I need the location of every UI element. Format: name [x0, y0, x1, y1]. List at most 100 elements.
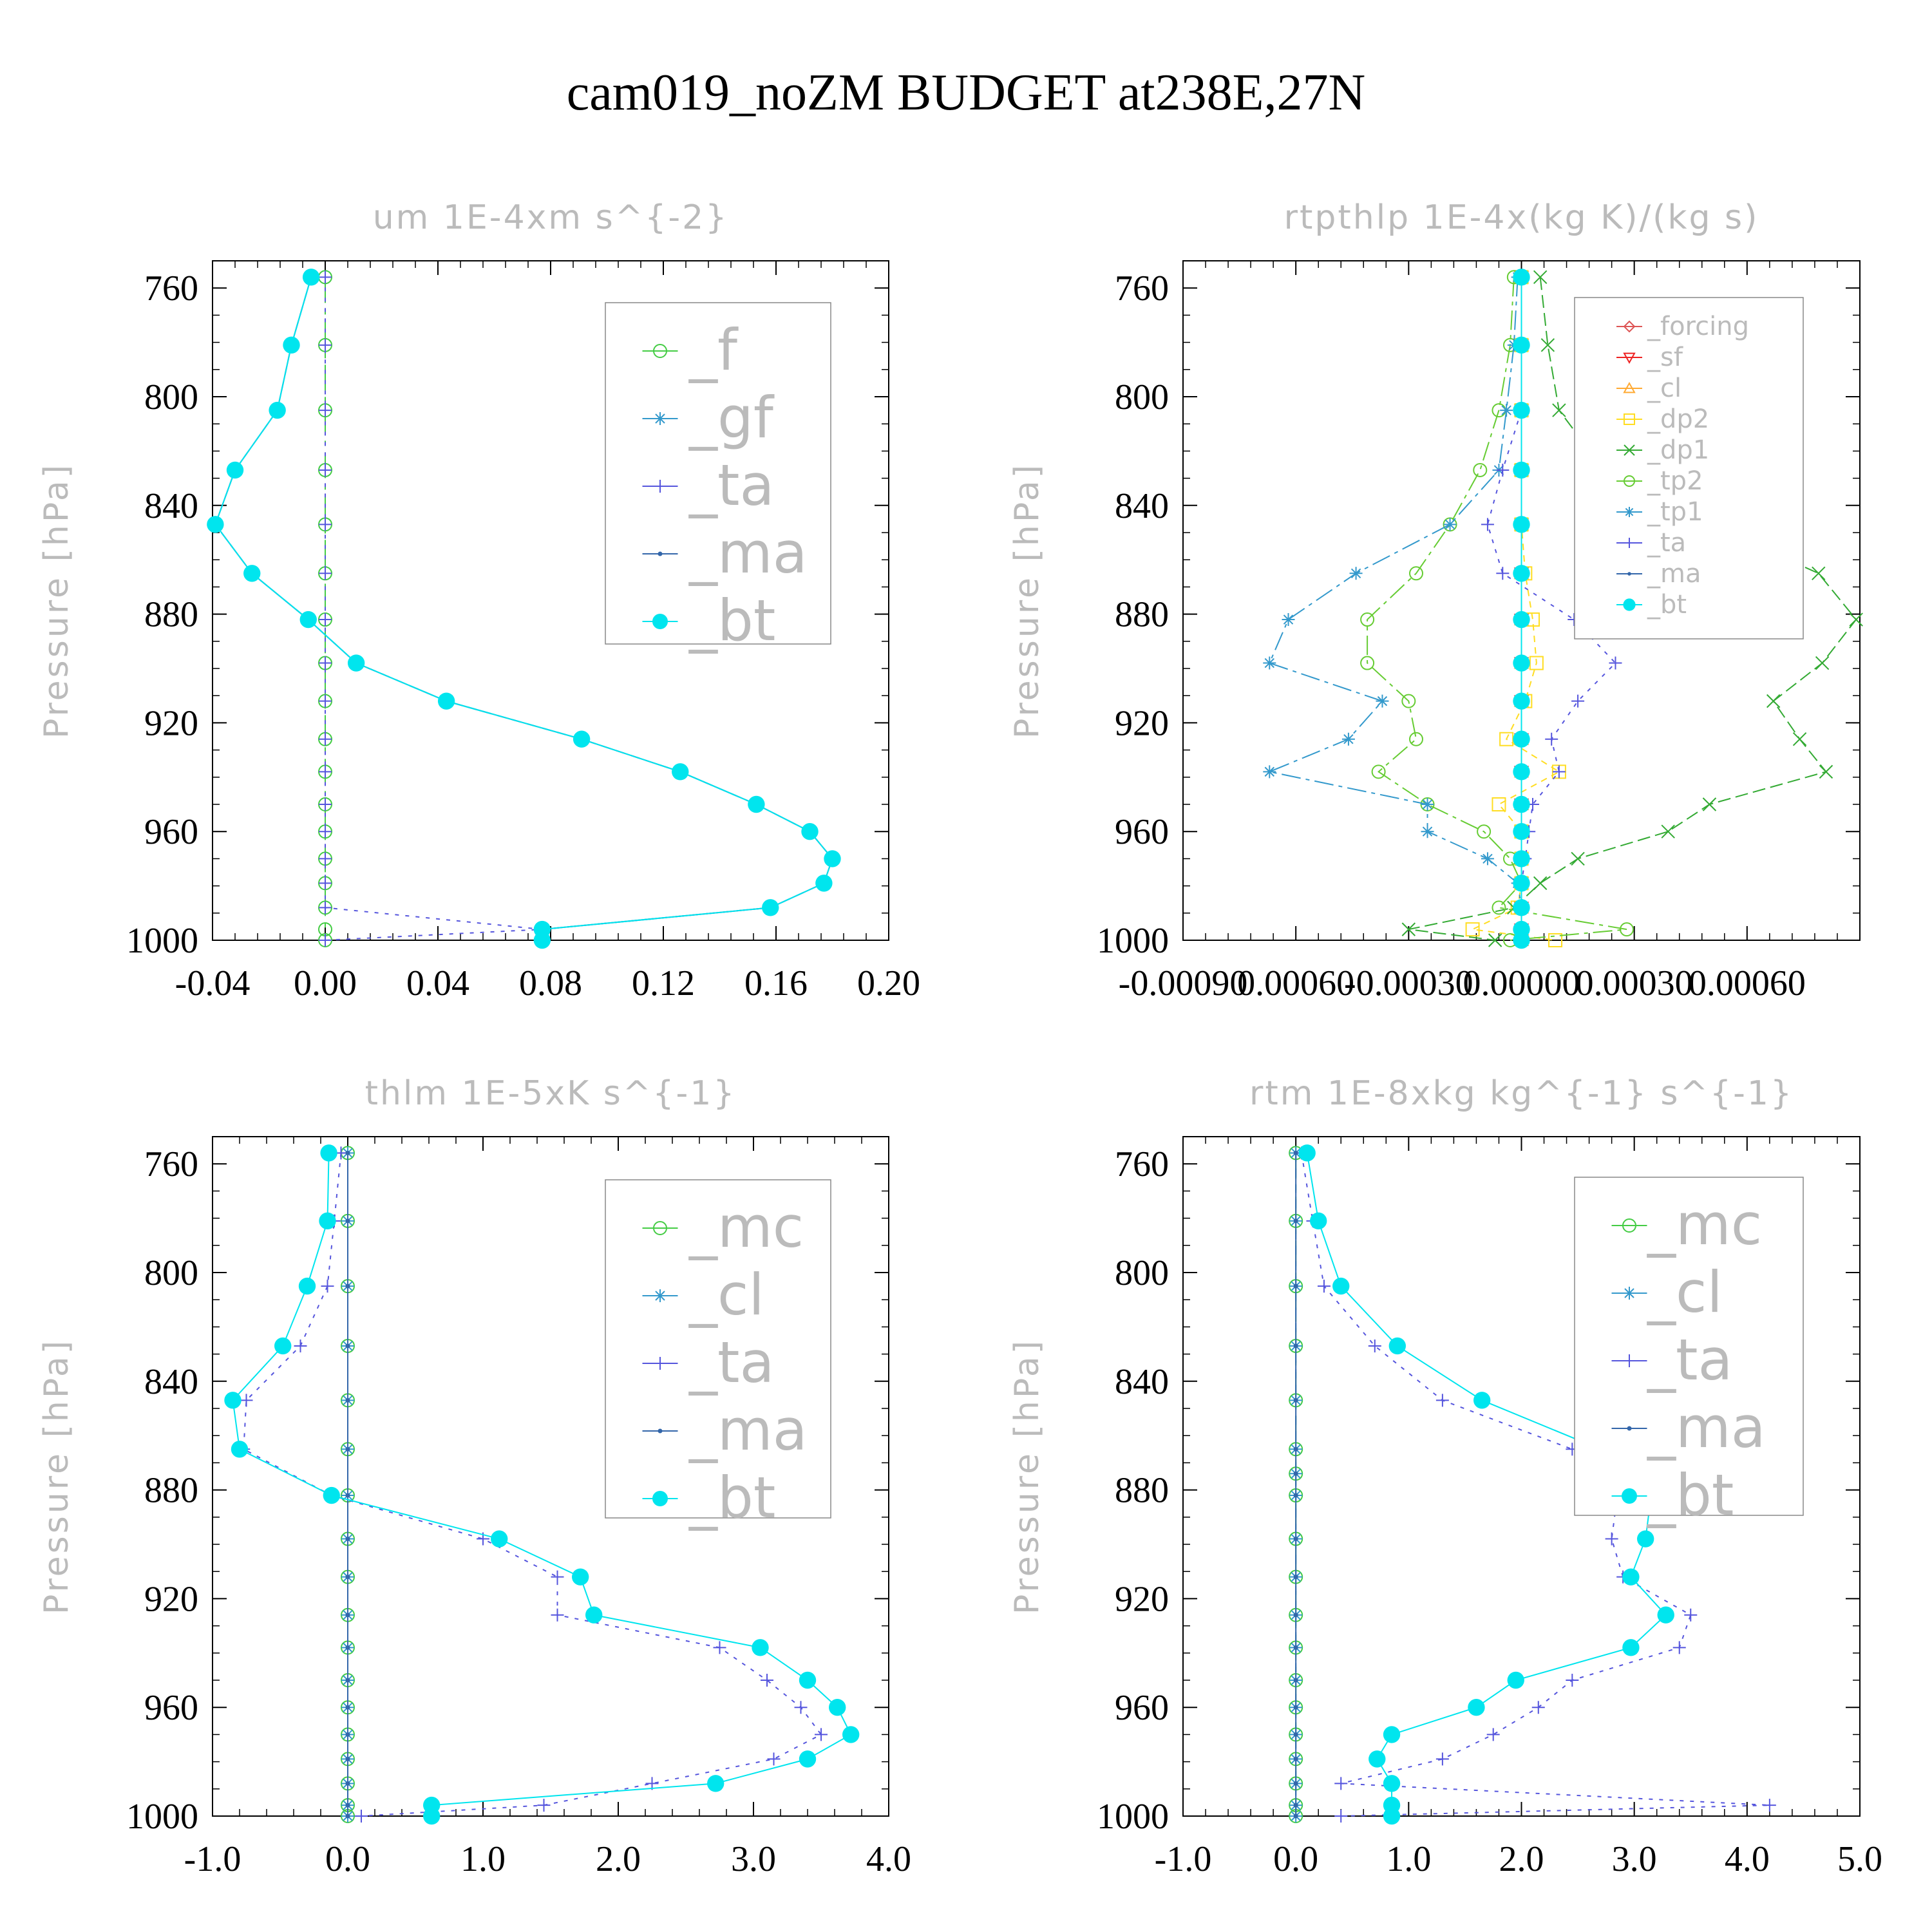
data-point_ma [345, 1613, 350, 1618]
legend-box [1574, 297, 1804, 639]
x-tick-label: 3.0 [1612, 1839, 1657, 1879]
legend-box [1574, 1177, 1804, 1516]
data-point_ta [294, 1339, 307, 1352]
data-point_ta [1334, 1810, 1348, 1823]
data-point_ta [1531, 1701, 1545, 1714]
data-point_ma [345, 1814, 350, 1819]
legend: _f_gf_ta_ma_bt [605, 302, 831, 654]
data-point_bt [1513, 461, 1530, 479]
y-tick-label: 1000 [126, 921, 198, 961]
data-point_ma [345, 1645, 350, 1650]
legend-label_sf: _sf [1647, 343, 1683, 372]
series_ma [345, 1150, 350, 1819]
x-tick-label: 2.0 [596, 1839, 641, 1879]
y-tick-label: 760 [144, 1144, 198, 1184]
y-tick-label: 920 [1115, 1579, 1169, 1619]
data-point_bt [1468, 1699, 1485, 1716]
legend-box [605, 302, 831, 645]
legend-label_ma: _ma [1647, 1394, 1766, 1461]
data-point_bt [799, 1671, 817, 1689]
data-point_bt [748, 795, 765, 813]
data-point_bt [319, 1212, 336, 1230]
data-point_bt [1388, 1337, 1406, 1355]
data-point_tp1 [1263, 656, 1276, 670]
data-point_ta [1571, 694, 1585, 708]
x-tick-label: -1.0 [1155, 1839, 1212, 1879]
panel-2: rtpthlp 1E-4x(kg K)/(kg s) Pressure [hPa]… [1008, 198, 1863, 1003]
data-point_bt [824, 850, 841, 867]
y-tick-label: 960 [1115, 812, 1169, 852]
data-point_ta [319, 852, 332, 866]
data-point_ta [319, 404, 332, 417]
series_bt [1298, 1144, 1674, 1825]
data-point_bt [1513, 654, 1530, 672]
y-axis-label: Pressure [hPa] [37, 1338, 76, 1615]
legend-label_tp2: _tp2 [1647, 466, 1703, 496]
data-point_ma [345, 1756, 350, 1761]
x-tick-label: 4.0 [1725, 1839, 1770, 1879]
y-tick-label: 1000 [126, 1797, 198, 1837]
data-point_ta [240, 1394, 253, 1407]
legend-marker_tp2 [1624, 475, 1635, 487]
y-tick-label: 800 [144, 377, 198, 417]
data-point_bt [707, 1775, 724, 1792]
data-point_ta [319, 825, 332, 838]
legend-label_mc: _mc [688, 1194, 804, 1260]
legend-marker_ta [1623, 1354, 1636, 1367]
data-point_ma [345, 1803, 350, 1808]
y-tick-label: 920 [1115, 703, 1169, 743]
data-point_bt [1310, 1212, 1327, 1230]
data-point_bt [752, 1639, 769, 1656]
data-point_bt [1622, 1639, 1640, 1656]
data-point_ta [713, 1641, 726, 1654]
data-point_ma [345, 1732, 350, 1737]
series_bt [1513, 269, 1530, 949]
data-point_bt [1513, 516, 1530, 533]
legend-label_ma: _ma [1647, 559, 1701, 589]
legend-label_cl: _cl [1647, 374, 1681, 403]
series_dp2 [1465, 270, 1566, 947]
data-point_ma [1293, 1613, 1298, 1618]
panel-3: thlm 1E-5xK s^{-1} Pressure [hPa] 760 800 84… [37, 1074, 911, 1879]
data-point_dp1 [1540, 338, 1555, 352]
data-point_bt [533, 931, 551, 949]
data-point_ma [345, 1446, 350, 1452]
data-point_ta [319, 270, 332, 284]
data-point_dp1 [1702, 797, 1717, 811]
panel-1: um 1E-4xm s^{-2} Pressure [hPa] 760 800 840 8… [37, 198, 920, 1003]
plot-frame [212, 1136, 889, 1817]
legend-label_bt: _bt [688, 1464, 775, 1531]
legend-marker_dp1 [1624, 444, 1635, 456]
x-tick-label: 1.0 [460, 1839, 506, 1879]
y-tick-label: 880 [144, 1471, 198, 1511]
legend-marker_ta [1624, 538, 1634, 548]
y-tick-label: 760 [1115, 269, 1169, 308]
y-tick-label: 760 [1115, 1144, 1169, 1184]
data-point_dp1 [1819, 764, 1833, 779]
legend-label_bt: _bt [688, 587, 775, 654]
data-point_dp1 [1812, 566, 1826, 581]
data-point_bt [572, 1568, 589, 1586]
data-point_bt [1636, 1530, 1654, 1548]
data-point_bt [762, 899, 779, 916]
legend-marker_ma [1627, 1426, 1632, 1431]
x-tick-label: 0.16 [744, 963, 808, 1003]
data-point_ta [1496, 463, 1510, 477]
data-point_ta [1481, 518, 1494, 531]
x-tick-label: 4.0 [866, 1839, 911, 1879]
data-point_bt [829, 1699, 846, 1716]
legend-label_bt: _bt [1647, 1462, 1734, 1528]
data-point_bt [269, 401, 286, 419]
data-point_tp1 [1263, 765, 1276, 779]
legend-label_cl: _cl [688, 1262, 764, 1328]
series-line_ta [325, 277, 542, 941]
legend-marker_mc [1622, 1218, 1636, 1233]
data-point_bt [1383, 1775, 1401, 1792]
data-point_ta [1566, 1674, 1579, 1687]
data-point_ta [319, 798, 332, 811]
series_tp2 [1360, 270, 1634, 947]
data-point_ma [345, 1537, 350, 1542]
x-tick-label: 2.0 [1499, 1839, 1544, 1879]
data-point_dp2 [1548, 933, 1563, 947]
data-point_bt [231, 1441, 249, 1458]
